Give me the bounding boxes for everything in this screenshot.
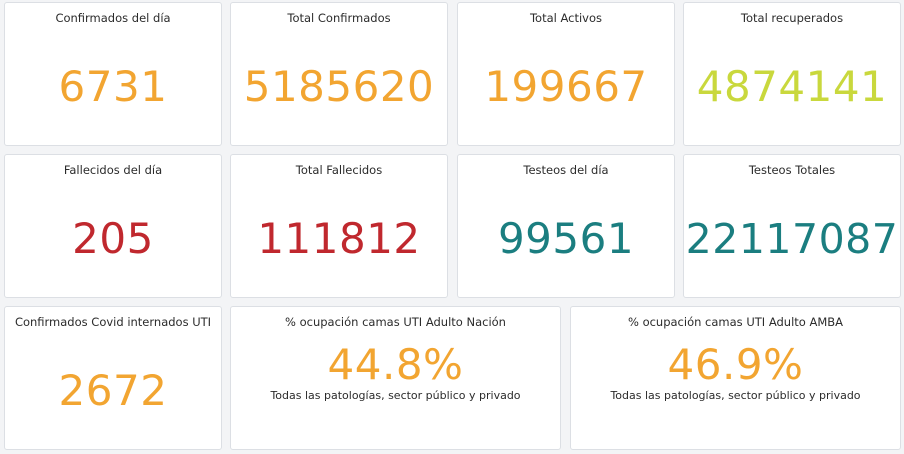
card-title: Fallecidos del día (63, 163, 163, 177)
card-title: Total Fallecidos (295, 163, 383, 177)
card-title: Confirmados del día (55, 11, 171, 25)
card-confirmados-del-dia: Confirmados del día 6731 (4, 2, 222, 146)
card-ocupacion-uti-amba: % ocupación camas UTI Adulto AMBA 46.9% … (570, 306, 901, 450)
card-title: Total recuperados (740, 11, 844, 25)
card-total-recuperados: Total recuperados 4874141 (683, 2, 901, 146)
card-value: 22117087 (685, 215, 899, 263)
card-value: 46.9% (667, 340, 804, 389)
card-value: 111812 (257, 214, 421, 263)
card-title: Testeos Totales (748, 163, 836, 177)
card-value: 99561 (497, 214, 635, 263)
card-title: Total Activos (529, 11, 603, 25)
card-value: 2672 (58, 366, 168, 415)
card-subtitle: Todas las patologías, sector público y p… (270, 389, 521, 402)
card-value: 205 (72, 214, 154, 263)
card-value: 4874141 (696, 62, 888, 111)
card-total-confirmados: Total Confirmados 5185620 (230, 2, 448, 146)
card-ocupacion-uti-nacion: % ocupación camas UTI Adulto Nación 44.8… (230, 306, 561, 450)
card-testeos-del-dia: Testeos del día 99561 (457, 154, 675, 298)
card-total-fallecidos: Total Fallecidos 111812 (230, 154, 448, 298)
card-value: 44.8% (327, 340, 464, 389)
card-title: % ocupación camas UTI Adulto AMBA (627, 315, 844, 329)
card-confirmados-internados-uti: Confirmados Covid internados UTI 2672 (4, 306, 222, 450)
card-value: 5185620 (243, 62, 435, 111)
card-total-activos: Total Activos 199667 (457, 2, 675, 146)
card-title: Total Confirmados (287, 11, 391, 25)
card-fallecidos-del-dia: Fallecidos del día 205 (4, 154, 222, 298)
card-value: 199667 (484, 62, 648, 111)
card-title: % ocupación camas UTI Adulto Nación (285, 315, 506, 329)
card-subtitle: Todas las patologías, sector público y p… (610, 389, 861, 402)
card-testeos-totales: Testeos Totales 22117087 (683, 154, 901, 298)
card-title: Confirmados Covid internados UTI (14, 315, 212, 329)
card-value: 6731 (58, 62, 168, 111)
card-title: Testeos del día (523, 163, 609, 177)
